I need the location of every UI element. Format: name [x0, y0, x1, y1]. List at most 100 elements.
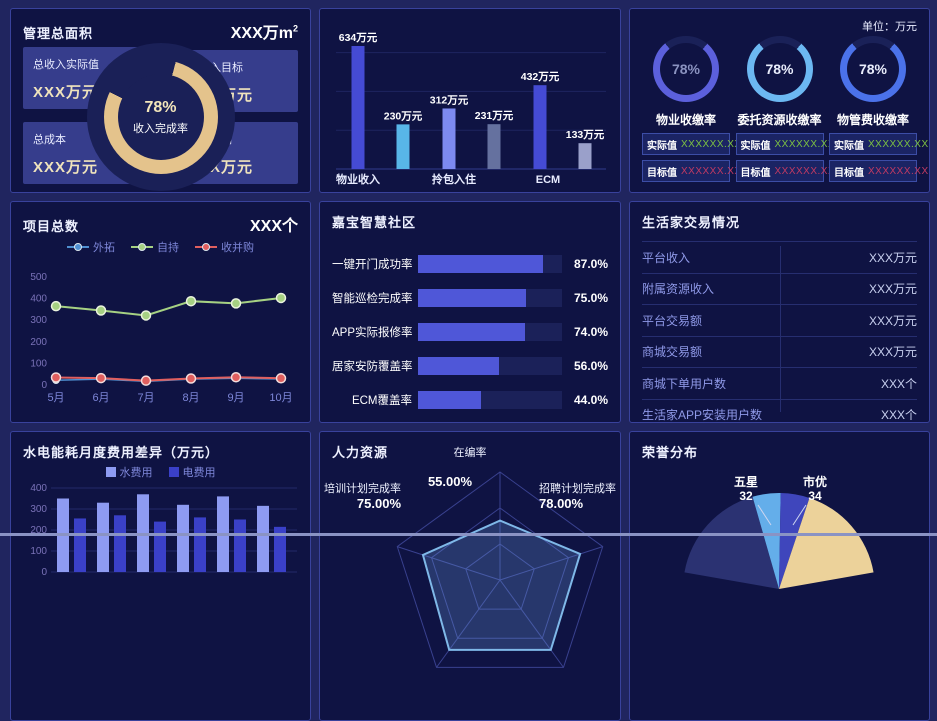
community-value: 75.0% [562, 291, 608, 305]
community-fill [418, 391, 481, 409]
gauge-percent: 78% [660, 43, 712, 95]
gauge-actual-value: XXXXXX.XX [775, 139, 836, 150]
income-completion-donut: 78% 收入完成率 [87, 43, 235, 191]
life-label: 商城下单用户数 [642, 375, 726, 392]
projects-total: XXX个 [250, 212, 298, 236]
gauge-target-label: 目标值 [737, 164, 775, 179]
gauge-target-label: 目标值 [643, 164, 681, 179]
svg-text:34: 34 [808, 489, 822, 503]
life-value: XXX万元 [869, 312, 917, 329]
management-total: XXX万m2 [231, 19, 298, 43]
gauge-label: 物管费收缴率 [837, 111, 909, 128]
life-value: XXX个 [881, 375, 917, 392]
life-label: 平台交易额 [642, 312, 702, 329]
radar-axis-right: 招聘计划完成率 78.00% [539, 480, 616, 511]
community-value: 56.0% [562, 359, 608, 373]
svg-text:9月: 9月 [227, 392, 244, 404]
community-track [418, 357, 562, 375]
svg-text:230万元: 230万元 [384, 110, 423, 122]
gauge-label: 物业收缴率 [656, 111, 716, 128]
community-label: APP实际报修率 [332, 324, 412, 340]
legend-label: 自持 [157, 239, 179, 255]
svg-text:7月: 7月 [137, 392, 154, 404]
svg-text:634万元: 634万元 [339, 32, 378, 44]
svg-text:400: 400 [30, 294, 47, 305]
gauge-actual-value: XXXXXX.XX [681, 139, 742, 150]
honor-title: 荣誉分布 [642, 442, 917, 461]
gauge-actual-label: 实际值 [643, 137, 681, 152]
legend-label: 电费用 [183, 464, 216, 480]
svg-text:312万元: 312万元 [430, 94, 469, 106]
community-value: 44.0% [562, 393, 608, 407]
management-body: 总收入实际值 XXX万元 总收入目标 XXX万元 总成本 XXX万元 总净利润 … [23, 47, 298, 187]
gauge-ring: 78% [840, 36, 906, 102]
svg-text:432万元: 432万元 [521, 71, 560, 83]
legend-item-水费用[interactable]: 水费用 [106, 464, 153, 480]
radar-axis-top-label: 在编率 [320, 444, 620, 460]
community-fill [418, 255, 543, 273]
utilities-legend: 水费用 电费用 [23, 464, 298, 480]
donut-center: 78% 收入完成率 [118, 74, 204, 160]
table-divider [780, 246, 781, 412]
community-label: ECM覆盖率 [332, 392, 412, 408]
legend-label: 水费用 [120, 464, 153, 480]
svg-text:市优: 市优 [803, 474, 827, 489]
community-row: 智能巡检完成率 75.0% [332, 289, 608, 307]
svg-text:ECM: ECM [536, 174, 560, 186]
svg-text:300: 300 [30, 315, 47, 326]
panel-hr: 人力资源 在编率 55.00% 培训计划完成率 75.00% 招聘计划完成率 7… [319, 431, 621, 721]
community-row: ECM覆盖率 44.0% [332, 391, 608, 409]
life-value: XXX万元 [869, 280, 917, 297]
gauge-target-value: XXXXXX.XX [868, 166, 929, 177]
donut-ring: 78% 收入完成率 [104, 60, 218, 174]
gauge-actual-value: XXXXXX.XX [868, 139, 929, 150]
radar-axis-left: 培训计划完成率 75.00% [324, 480, 401, 511]
legend-item-电费用[interactable]: 电费用 [169, 464, 216, 480]
community-row: 居家安防覆盖率 56.0% [332, 357, 608, 375]
svg-text:10月: 10月 [269, 392, 292, 404]
legend-marker [67, 242, 89, 252]
gauge-target-value: XXXXXX.XX [681, 166, 742, 177]
legend-item-外拓[interactable]: 外拓 [67, 239, 115, 255]
community-fill [418, 289, 526, 307]
legend-label: 收并购 [221, 239, 254, 255]
gauge-actual-label: 实际值 [830, 137, 868, 152]
community-label: 智能巡检完成率 [332, 290, 412, 306]
life-value: XXX万元 [869, 343, 917, 360]
management-title: 管理总面积 [23, 23, 93, 42]
gauge-target-label: 目标值 [830, 164, 868, 179]
community-track [418, 391, 562, 409]
life-title: 生活家交易情况 [642, 212, 917, 231]
gauge-percent: 78% [847, 43, 899, 95]
svg-text:32: 32 [739, 489, 753, 503]
svg-text:物业收入: 物业收入 [336, 172, 380, 186]
svg-text:200: 200 [30, 337, 47, 348]
legend-item-自持[interactable]: 自持 [131, 239, 179, 255]
community-label: 居家安防覆盖率 [332, 358, 412, 374]
gauge-actual-label: 实际值 [737, 137, 775, 152]
dashboard: 管理总面积 XXX万m2 总收入实际值 XXX万元 总收入目标 XXX万元 总成… [10, 8, 930, 721]
life-label: 附属资源收入 [642, 280, 714, 297]
legend-item-收并购[interactable]: 收并购 [195, 239, 254, 255]
legend-label: 外拓 [93, 239, 115, 255]
projects-title: 项目总数 [23, 216, 79, 235]
svg-text:8月: 8月 [182, 392, 199, 404]
legend-swatch [106, 467, 116, 477]
legend-marker [131, 242, 153, 252]
